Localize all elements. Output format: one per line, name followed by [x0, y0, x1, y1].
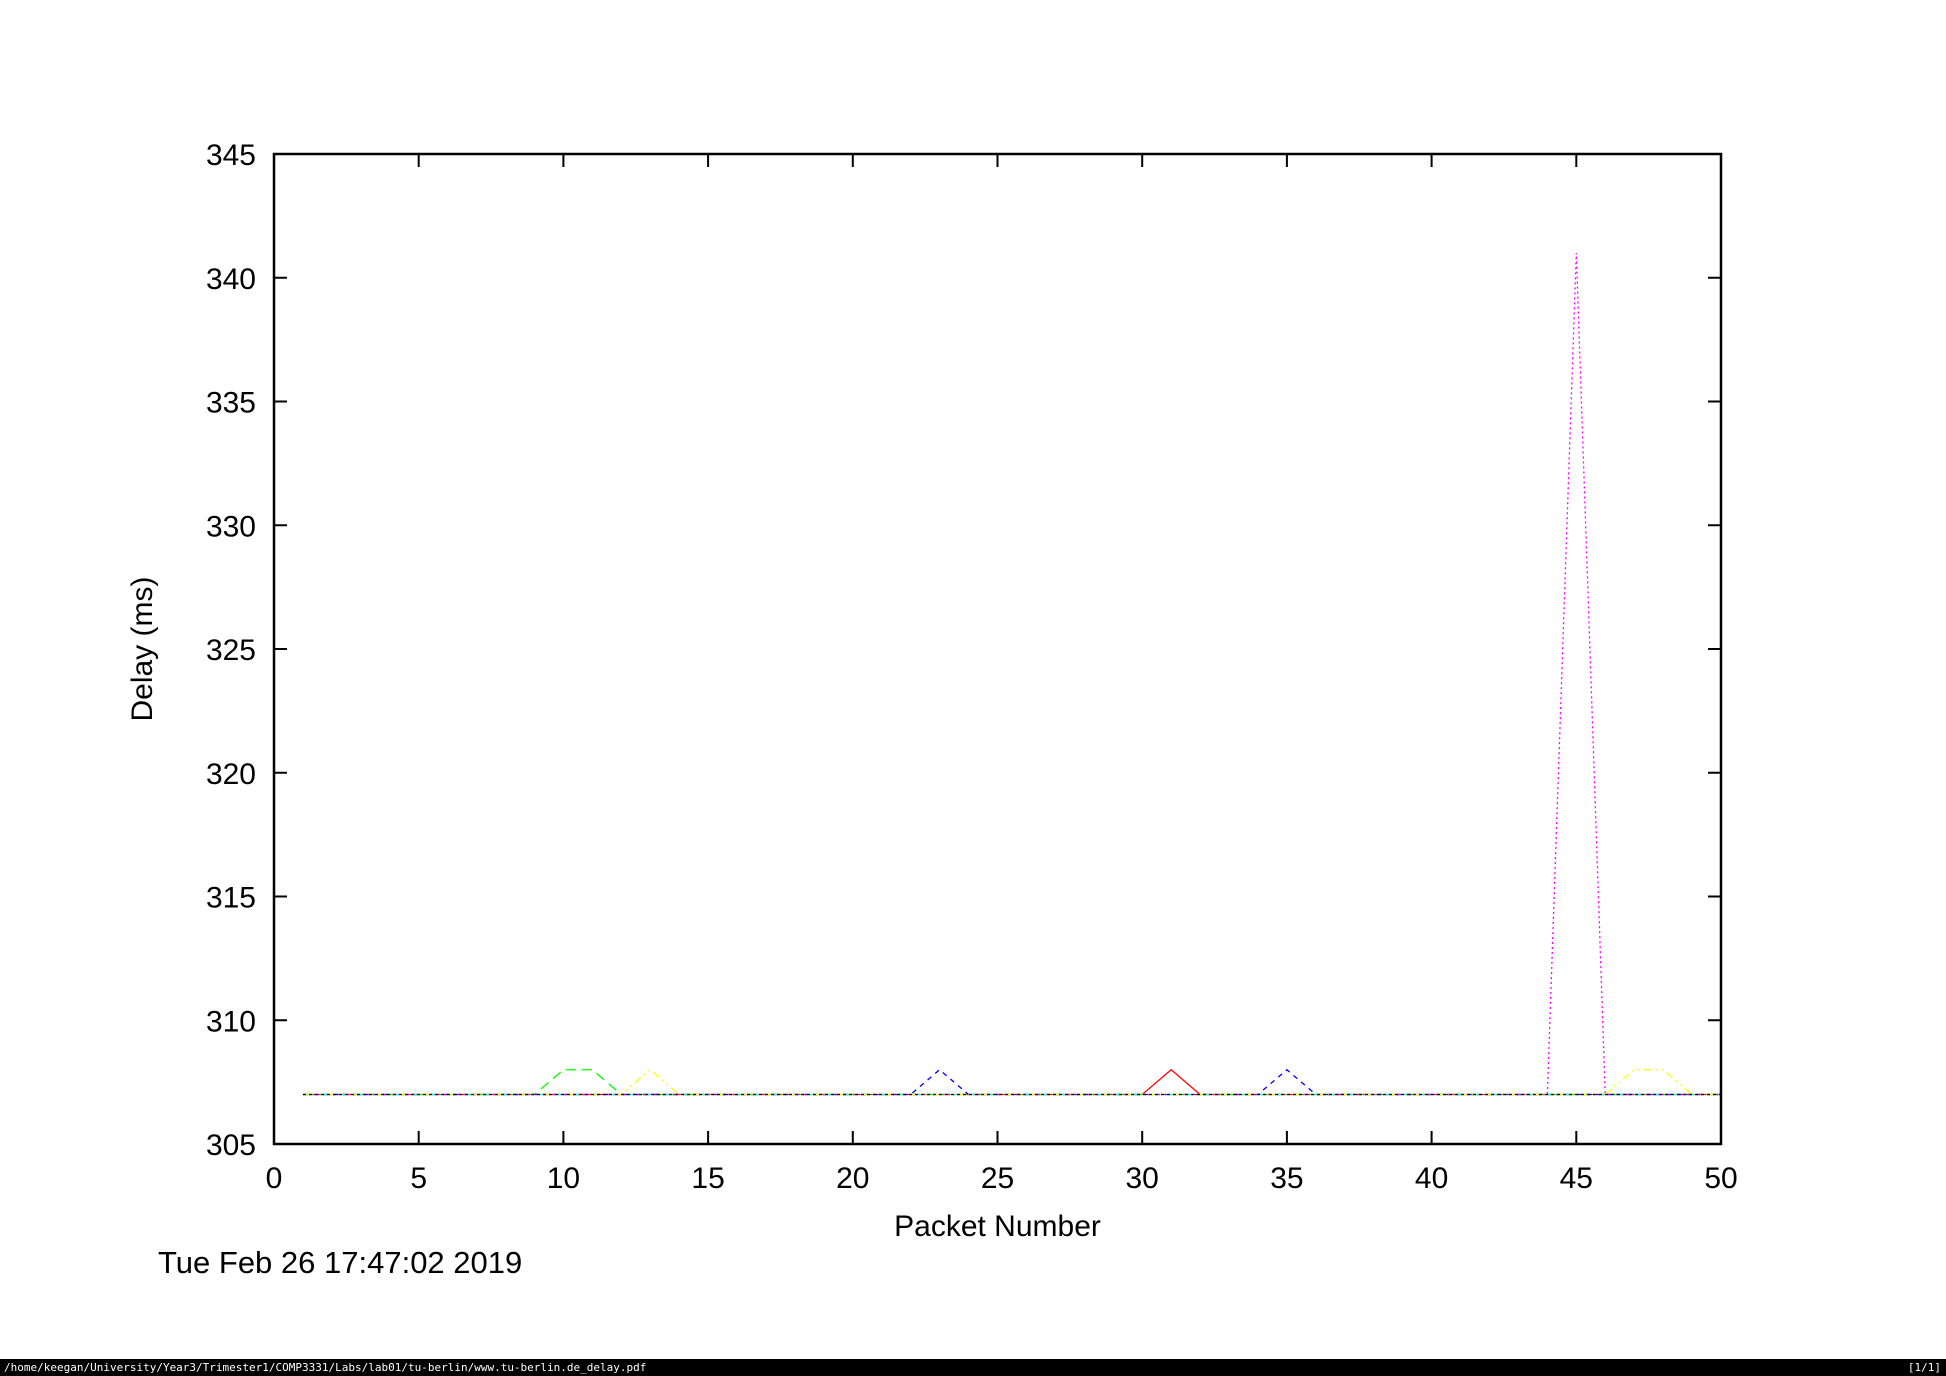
x-axis-label: Packet Number: [894, 1210, 1101, 1243]
x-tick-label: 0: [266, 1162, 283, 1195]
y-axis-label: Delay (ms): [126, 576, 159, 721]
y-tick-label: 310: [206, 1005, 256, 1038]
x-tick-label: 45: [1560, 1162, 1593, 1195]
axes-layer: [272, 152, 1723, 1146]
series-line-3: [302, 1068, 1721, 1096]
series-layer: [302, 252, 1721, 1096]
series-line-4: [302, 252, 1721, 1096]
series-line-1: [302, 1068, 1721, 1096]
y-tick-label: 345: [206, 139, 256, 172]
series-line-6: [302, 1068, 1721, 1096]
x-tick-label: 25: [981, 1162, 1014, 1195]
y-tick-label: 340: [206, 263, 256, 296]
y-tick-label: 335: [206, 387, 256, 420]
y-tick-label: 330: [206, 510, 256, 543]
y-tick-label: 325: [206, 634, 256, 667]
x-tick-label: 30: [1126, 1162, 1159, 1195]
y-tick-label: 315: [206, 882, 256, 915]
plot-frame: [272, 152, 1723, 1146]
x-tick-label: 40: [1415, 1162, 1448, 1195]
ticks-layer: 0 5 10 15 20 25 30 35 40 45 50 305 310 315 320 325 330 33…: [206, 139, 1738, 1195]
x-tick-label: 15: [691, 1162, 724, 1195]
series-line-2: [302, 1069, 1721, 1096]
page-indicator: [1/1]: [1907, 1361, 1941, 1374]
x-tick-label: 10: [547, 1162, 580, 1195]
y-tick-label: 305: [206, 1129, 256, 1162]
y-tick-label: 320: [206, 758, 256, 791]
x-tick-label: 35: [1270, 1162, 1303, 1195]
file-path: /home/keegan/University/Year3/Trimester1…: [4, 1361, 647, 1374]
plot-timestamp: Tue Feb 26 17:47:02 2019: [158, 1245, 523, 1280]
x-tick-label: 20: [836, 1162, 869, 1195]
viewer-status-bar: /home/keegan/University/Year3/Trimester1…: [0, 1359, 1946, 1376]
x-tick-label: 5: [410, 1162, 427, 1195]
x-tick-label: 50: [1704, 1162, 1737, 1195]
